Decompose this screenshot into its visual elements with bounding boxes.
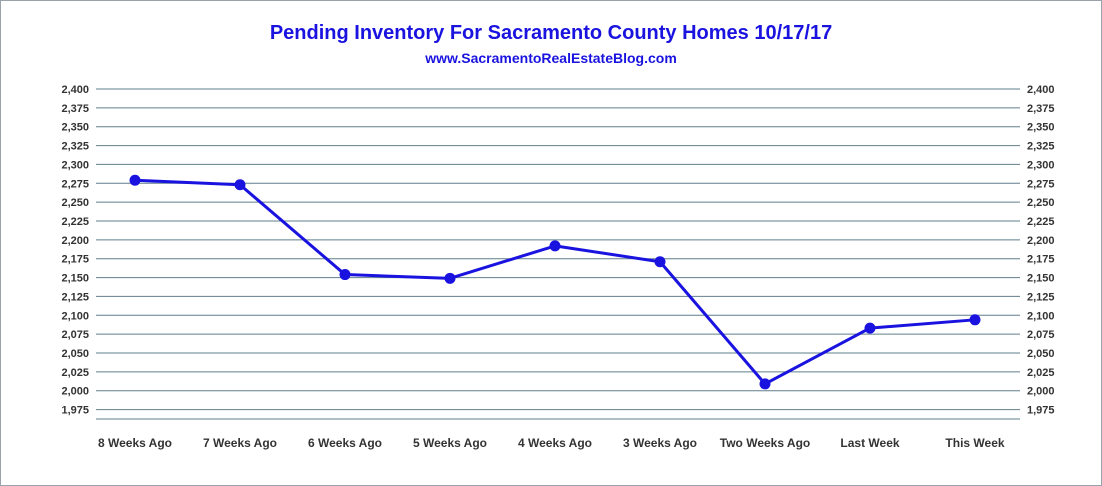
x-tick-label: This Week [945, 436, 1004, 450]
y-tick-label: 2,375 [61, 103, 89, 115]
data-point [654, 256, 666, 268]
y-axis-right: 1,975 2,000 2,025 2,050 2,075 2,100 2,125 2,150… [1027, 84, 1055, 417]
data-point [549, 240, 561, 252]
x-tick-label: 6 Weeks Ago [308, 436, 382, 450]
y-tick-label-right: 2,125 [1027, 291, 1055, 303]
y-tick-label: 1,975 [61, 405, 89, 417]
y-tick-label: 2,025 [61, 367, 89, 379]
y-tick-label-right: 2,375 [1027, 103, 1055, 115]
y-tick-label: 2,325 [61, 141, 89, 153]
y-tick-label-right: 2,275 [1027, 178, 1055, 190]
y-tick-label: 2,175 [61, 254, 89, 266]
y-tick-label-right: 2,075 [1027, 329, 1055, 341]
x-tick-label: 4 Weeks Ago [518, 436, 592, 450]
y-tick-label-right: 2,200 [1027, 235, 1055, 247]
data-point [234, 179, 246, 191]
series [129, 174, 981, 390]
y-tick-label: 2,000 [61, 386, 89, 398]
data-point [444, 272, 456, 284]
x-axis: 8 Weeks Ago 7 Weeks Ago 6 Weeks Ago 5 Weeks… [98, 436, 1005, 450]
y-tick-label-right: 2,400 [1027, 84, 1055, 96]
y-tick-label-right: 2,150 [1027, 273, 1055, 285]
y-axis-left: 1,975 2,000 2,025 2,050 2,075 2,100 2,125 2,150… [61, 84, 89, 417]
y-tick-label: 2,100 [61, 310, 89, 322]
x-tick-label: 8 Weeks Ago [98, 436, 172, 450]
y-tick-label: 2,075 [61, 329, 89, 341]
y-tick-label-right: 2,250 [1027, 197, 1055, 209]
data-point [969, 314, 981, 326]
y-tick-label-right: 2,175 [1027, 254, 1055, 266]
gridlines [96, 88, 1020, 420]
y-tick-label-right: 2,225 [1027, 216, 1055, 228]
y-tick-label: 2,250 [61, 197, 89, 209]
y-tick-label-right: 2,350 [1027, 122, 1055, 134]
chart-subtitle: www.SacramentoRealEstateBlog.com [425, 50, 677, 66]
x-tick-label: 3 Weeks Ago [623, 436, 697, 450]
data-point [759, 378, 771, 390]
y-tick-label-right: 2,000 [1027, 386, 1055, 398]
y-tick-label: 2,150 [61, 273, 89, 285]
x-tick-label: 5 Weeks Ago [413, 436, 487, 450]
y-tick-label-right: 2,050 [1027, 348, 1055, 360]
y-tick-label-right: 2,325 [1027, 141, 1055, 153]
x-tick-label: Last Week [840, 436, 899, 450]
y-tick-label: 2,350 [61, 122, 89, 134]
y-tick-label: 2,225 [61, 216, 89, 228]
y-tick-label: 2,125 [61, 291, 89, 303]
y-tick-label: 2,300 [61, 159, 89, 171]
y-tick-label: 2,200 [61, 235, 89, 247]
data-point [864, 322, 876, 334]
chart-title: Pending Inventory For Sacramento County … [269, 22, 833, 44]
y-tick-label-right: 2,100 [1027, 310, 1055, 322]
data-point [129, 174, 141, 186]
x-tick-label: Two Weeks Ago [720, 436, 810, 450]
x-tick-label: 7 Weeks Ago [203, 436, 277, 450]
y-tick-label-right: 2,300 [1027, 159, 1055, 171]
y-tick-label: 2,050 [61, 348, 89, 360]
data-point [339, 269, 351, 281]
y-tick-label-right: 1,975 [1027, 405, 1055, 417]
y-tick-label: 2,275 [61, 178, 89, 190]
y-tick-label-right: 2,025 [1027, 367, 1055, 379]
y-tick-label: 2,400 [61, 84, 89, 96]
